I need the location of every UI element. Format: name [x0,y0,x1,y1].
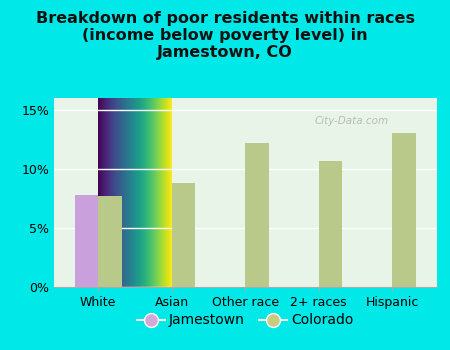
Text: City-Data.com: City-Data.com [314,116,388,126]
Text: Breakdown of poor residents within races
(income below poverty level) in
Jamesto: Breakdown of poor residents within races… [36,10,414,60]
Bar [172,183,195,287]
Bar [245,143,269,287]
Bar [75,195,98,287]
Bar [319,161,342,287]
Bar [98,196,122,287]
Legend: Jamestown, Colorado: Jamestown, Colorado [132,308,359,333]
Bar [392,133,416,287]
